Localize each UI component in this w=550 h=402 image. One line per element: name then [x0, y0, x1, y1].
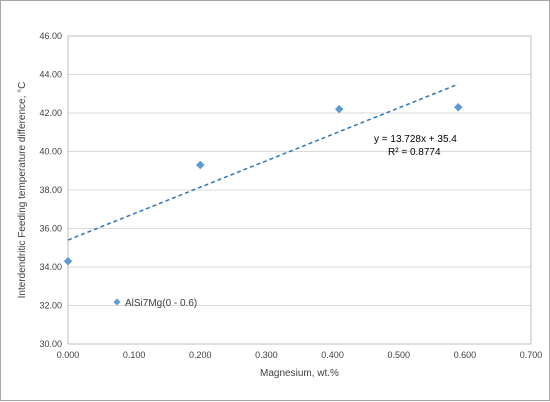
x-tick-label: 0.000: [57, 350, 80, 360]
x-tick-label: 0.700: [520, 350, 543, 360]
x-axis-title: Magnesium, wt.%: [260, 368, 339, 379]
legend-marker-diamond-icon: [113, 298, 121, 306]
y-tick-label: 44.00: [39, 70, 62, 80]
plot-area: [67, 35, 532, 345]
y-axis-ticks: 30.00 32.00 34.00 36.00 38.00 40.00 42.00 44.00…: [39, 31, 62, 349]
x-tick-label: 0.600: [454, 350, 477, 360]
data-points: [63, 102, 463, 266]
y-tick-label: 42.00: [39, 108, 62, 118]
trendline: [67, 83, 459, 241]
y-axis-title: Interdendritic Feeding temperature diffe…: [17, 82, 28, 299]
x-tick-label: 0.300: [255, 350, 278, 360]
y-tick-label: 32.00: [39, 301, 62, 311]
y-tick-label: 38.00: [39, 185, 62, 195]
x-tick-label: 0.500: [387, 350, 410, 360]
data-point: [63, 256, 73, 266]
y-tick-label: 30.00: [39, 339, 62, 349]
legend-entry-label: AlSi7Mg(0 - 0.6): [125, 298, 197, 309]
x-tick-label: 0.400: [321, 350, 344, 360]
trendline-equation: y = 13.728x + 35.4: [374, 134, 457, 145]
y-tick-label: 36.00: [39, 224, 62, 234]
data-point: [195, 160, 205, 170]
x-axis-ticks: 0.000 0.100 0.200 0.300 0.400 0.500 0.600 0.700: [57, 350, 543, 360]
x-tick-label: 0.200: [189, 350, 212, 360]
data-point: [453, 102, 463, 112]
legend: AlSi7Mg(0 - 0.6): [113, 298, 197, 309]
y-tick-label: 40.00: [39, 147, 62, 157]
x-tick-label: 0.100: [123, 350, 146, 360]
y-tick-label: 34.00: [39, 262, 62, 272]
trendline-r-squared: R² = 0.8774: [388, 147, 441, 158]
y-tick-label: 46.00: [39, 31, 62, 41]
data-point: [334, 104, 344, 114]
